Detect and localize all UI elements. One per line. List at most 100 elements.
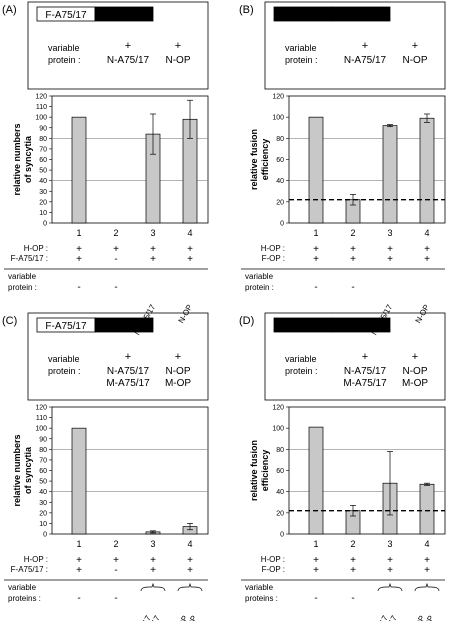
condition-label: H-OP : <box>24 555 48 564</box>
condition-mark: + <box>187 244 193 255</box>
variable-label: variable <box>285 43 317 53</box>
condition-mark: + <box>350 254 356 265</box>
y-tick-label: 90 <box>39 436 47 443</box>
lane-number: 1 <box>313 228 318 238</box>
grouping-brace <box>177 582 203 592</box>
variable-label: variable <box>48 43 80 53</box>
plus-mark: + <box>412 351 418 363</box>
y-tick-label: 40 <box>39 178 47 185</box>
variable-protein-name: N-OP <box>166 55 191 66</box>
condition-mark: + <box>313 244 319 255</box>
variable-row-protein-text: M-OP <box>172 614 190 621</box>
variable-protein-name: N-A75/17 <box>107 366 150 377</box>
y-tick-label: 80 <box>39 447 47 454</box>
construct-segment <box>94 6 154 22</box>
construct-label: F-A75/17 <box>45 10 87 21</box>
condition-mark: - <box>114 254 117 265</box>
y-tick-label: 30 <box>39 189 47 196</box>
variable-row-mark: - <box>114 593 117 604</box>
condition-mark: + <box>76 555 82 566</box>
variable-row-mark: - <box>314 282 317 293</box>
y-tick-label: 40 <box>39 489 47 496</box>
variable-row-protein-text: N-OP <box>177 303 195 325</box>
lane-number: 2 <box>113 539 118 549</box>
y-tick-label: 60 <box>276 157 284 164</box>
bar <box>419 117 435 224</box>
y-tick-label: 20 <box>39 510 47 517</box>
variable-row-mark: - <box>351 593 354 604</box>
construct-label: H-OP <box>349 321 374 332</box>
condition-mark: + <box>313 555 319 566</box>
construct-segment <box>94 317 154 333</box>
plus-mark: + <box>125 40 131 52</box>
variable-label: protein : <box>285 55 318 65</box>
variable-row-label: variable <box>245 583 274 592</box>
construct-box <box>27 312 209 401</box>
grouping-brace <box>414 582 440 592</box>
variable-protein-name: N-OP <box>403 55 428 66</box>
condition-mark: + <box>76 254 82 265</box>
y-tick-label: 90 <box>39 125 47 132</box>
condition-label: F-A75/17 : <box>11 565 48 574</box>
condition-mark: + <box>150 565 156 576</box>
y-tick-label: 70 <box>39 457 47 464</box>
lane-number: 4 <box>424 539 429 549</box>
condition-mark: + <box>313 565 319 576</box>
variable-label: variable <box>285 354 317 364</box>
variable-row-protein-text: N-OP <box>414 303 432 325</box>
construct-box <box>264 312 446 401</box>
y-axis-label: relative numbers of syncytia <box>12 123 33 195</box>
lane-number: 4 <box>187 228 192 238</box>
variable-row-mark: - <box>77 282 80 293</box>
y-tick-label: 0 <box>280 532 284 539</box>
plus-mark: + <box>362 351 368 363</box>
condition-mark: + <box>424 565 430 576</box>
variable-row-protein-text: M-A75/17 <box>365 614 390 621</box>
y-tick-label: 80 <box>276 447 284 454</box>
variable-row-mark: - <box>114 282 117 293</box>
y-tick-label: 0 <box>43 532 47 539</box>
lane-number: 1 <box>76 228 81 238</box>
y-tick-label: 40 <box>276 489 284 496</box>
variable-protein-name: M-OP <box>402 378 428 389</box>
condition-mark: + <box>350 244 356 255</box>
condition-mark: + <box>424 254 430 265</box>
y-tick-label: 60 <box>39 468 47 475</box>
condition-label: H-OP : <box>261 244 285 253</box>
variable-label: variable <box>48 354 80 364</box>
variable-label: protein : <box>48 55 81 65</box>
lane-number: 2 <box>113 228 118 238</box>
variable-row-label: variable <box>8 583 37 592</box>
condition-mark: + <box>350 555 356 566</box>
plus-mark: + <box>175 351 181 363</box>
variable-row-protein-text: M-A75/17 <box>128 614 153 621</box>
construct-label: H-OP <box>112 10 137 21</box>
panel-label: (D) <box>239 315 254 327</box>
y-axis-label-line: relative fusion <box>249 129 259 190</box>
variable-row-mark: - <box>351 282 354 293</box>
y-axis-label: relative fusion efficiency <box>249 129 270 190</box>
grouping-brace <box>140 582 166 592</box>
y-axis-label-line: of syncytia <box>23 446 33 494</box>
lane-number: 4 <box>424 228 429 238</box>
lane-number: 2 <box>350 539 355 549</box>
condition-mark: + <box>113 244 119 255</box>
y-axis-label-line: relative numbers <box>12 123 22 195</box>
variable-protein-name: M-A75/17 <box>106 378 150 389</box>
construct-segment <box>331 6 391 22</box>
construct-label: F-OP <box>291 321 315 332</box>
construct-label: H-OP <box>349 10 374 21</box>
y-tick-label: 80 <box>276 136 284 143</box>
y-axis-label: relative numbers of syncytia <box>12 434 33 506</box>
variable-row-label: proteins : <box>245 594 278 603</box>
condition-mark: + <box>424 555 430 566</box>
condition-mark: - <box>114 565 117 576</box>
variable-row-label: variable <box>8 272 37 281</box>
lane-number: 1 <box>313 539 318 549</box>
bar <box>419 483 435 535</box>
variable-row-label: variable <box>245 272 274 281</box>
y-tick-label: 70 <box>39 146 47 153</box>
lane-number: 3 <box>150 228 155 238</box>
variable-protein-name: M-OP <box>165 378 191 389</box>
